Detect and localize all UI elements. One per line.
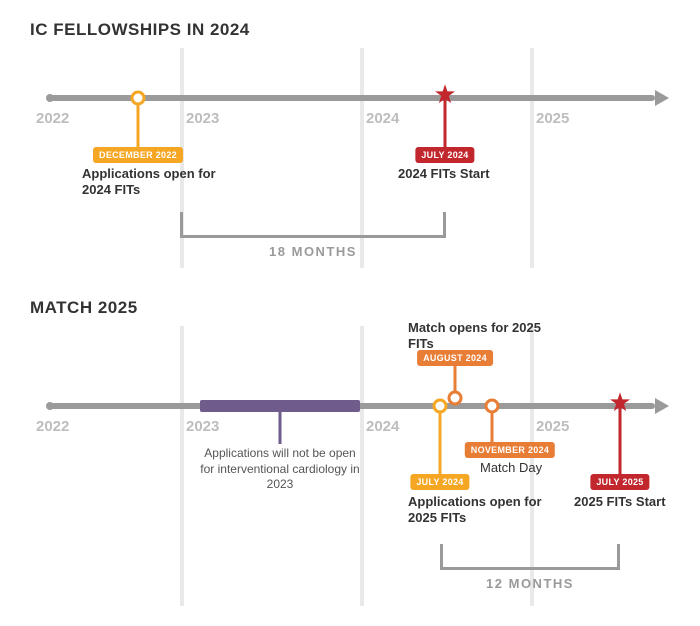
duration-bracket-12mo-label: 12 MONTHS: [486, 576, 574, 591]
year-label: 2025: [536, 110, 569, 127]
timeline-2: 2022 2023 2024 2025 Applications will not be…: [30, 326, 680, 606]
year-label: 2022: [36, 418, 69, 435]
apps-open-2024-tag: DECEMBER 2022: [93, 147, 183, 163]
match-day-tag: NOVEMBER 2024: [465, 442, 555, 458]
apps-open-2025-stem: [439, 406, 442, 476]
axis-arrow-icon: [655, 90, 669, 106]
fits-start-2024-label: 2024 FITs Start: [398, 166, 490, 182]
timeline-1: 2022 2023 2024 2025 DECEMBER 2022 Application…: [30, 48, 680, 268]
apps-open-2024-stem: [137, 98, 140, 148]
year-label: 2024: [366, 110, 399, 127]
gridline: [180, 326, 184, 606]
apps-open-2024-label: Applications open for 2024 FITs: [82, 166, 222, 199]
section-title-2: MATCH 2025: [30, 298, 680, 318]
fits-start-2025-label: 2025 FITs Start: [574, 494, 666, 510]
fits-start-2024-star-icon: ★: [433, 81, 456, 107]
axis-start-dot: [46, 402, 54, 410]
match-day-label: Match Day: [480, 460, 542, 476]
year-label: 2023: [186, 110, 219, 127]
match-opens-2025-label: Match opens for 2025 FITs: [408, 320, 548, 353]
duration-bracket-12mo: [440, 544, 620, 570]
closed-2023-stem: [279, 406, 282, 444]
year-label: 2025: [536, 418, 569, 435]
apps-open-2024-dot: [131, 91, 146, 106]
axis-arrow-icon: [655, 398, 669, 414]
match-opens-2025-dot: [448, 391, 463, 406]
fits-start-2025-star-icon: ★: [608, 389, 631, 415]
year-label: 2024: [366, 418, 399, 435]
gridline: [360, 326, 364, 606]
year-label: 2022: [36, 110, 69, 127]
apps-open-2025-tag: JULY 2024: [410, 474, 469, 490]
fits-start-2024-tag: JULY 2024: [415, 147, 474, 163]
apps-open-2025-label: Applications open for 2025 FITs: [408, 494, 548, 527]
gridline: [530, 48, 534, 268]
fits-start-2025-tag: JULY 2025: [590, 474, 649, 490]
year-label: 2023: [186, 418, 219, 435]
closed-2023-note: Applications will not be open for interv…: [200, 446, 360, 493]
duration-bracket-18mo: [180, 212, 446, 238]
section-title-1: IC FELLOWSHIPS IN 2024: [30, 20, 680, 40]
axis-start-dot: [46, 94, 54, 102]
duration-bracket-18mo-label: 18 MONTHS: [269, 244, 357, 259]
match-day-dot: [485, 399, 500, 414]
apps-open-2025-dot: [433, 399, 448, 414]
